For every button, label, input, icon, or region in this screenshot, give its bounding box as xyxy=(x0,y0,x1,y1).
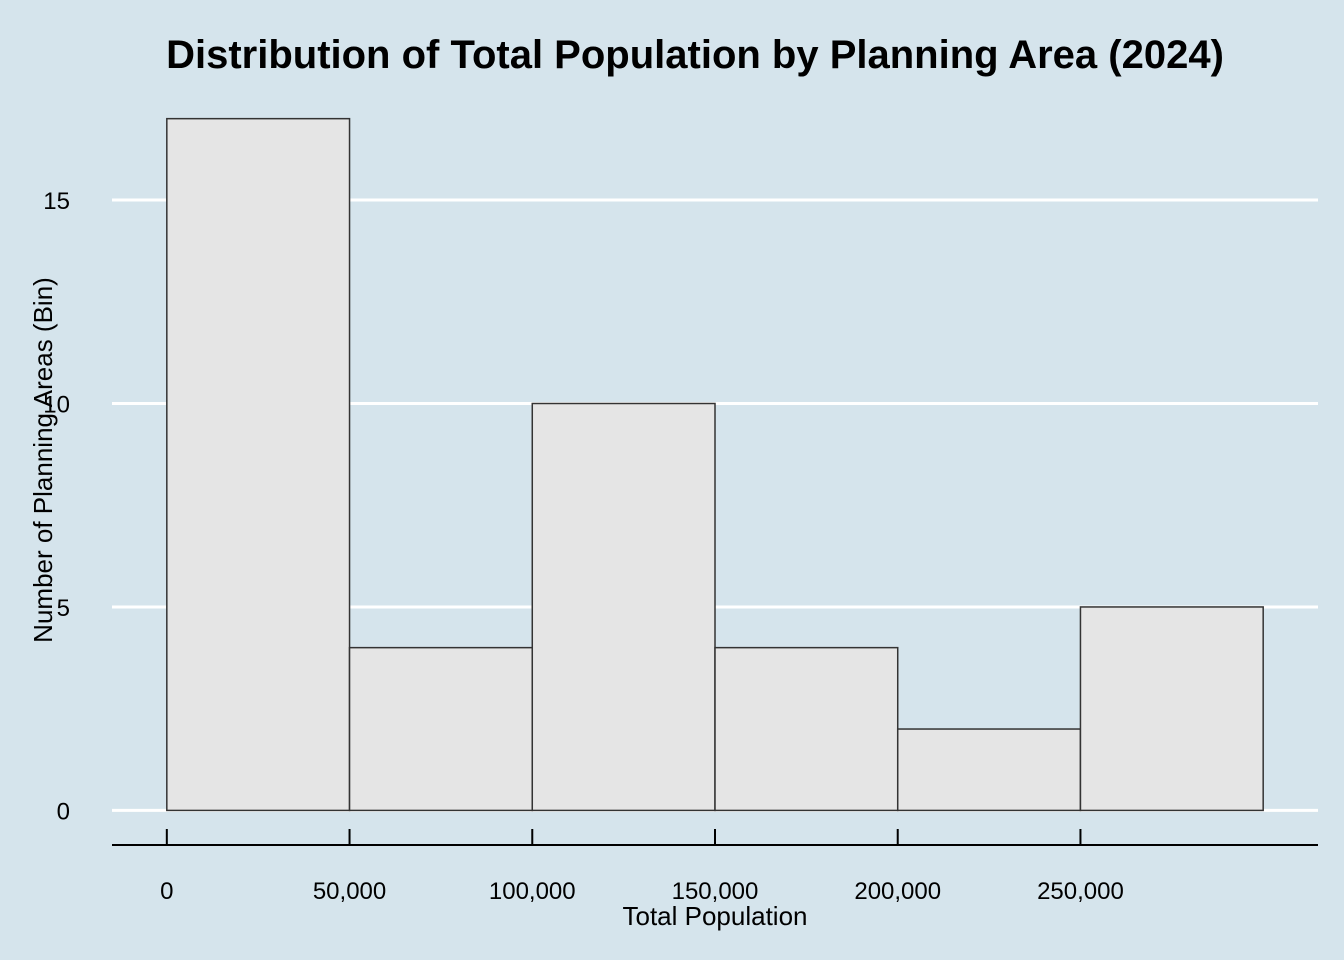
chart-title: Distribution of Total Population by Plan… xyxy=(166,33,1224,77)
x-tick-label: 100,000 xyxy=(489,878,576,905)
histogram-bar xyxy=(531,402,716,812)
x-tick-label: 200,000 xyxy=(854,878,941,905)
histogram-bar xyxy=(896,728,1082,812)
histogram-bar xyxy=(714,646,899,812)
axis-layer: 0 5 10 15 0 50,000 100,000 150,000 200,000 250,00… xyxy=(43,188,1318,905)
histogram-bar xyxy=(166,117,351,812)
x-tick-label: 0 xyxy=(160,878,173,905)
y-tick-label: 5 xyxy=(57,595,70,622)
histogram-bar xyxy=(1079,606,1264,812)
bar-layer xyxy=(166,117,1264,812)
x-tick-label: 250,000 xyxy=(1037,878,1124,905)
x-tick-label: 50,000 xyxy=(313,878,386,905)
y-tick-label: 15 xyxy=(43,188,70,215)
y-tick-label: 0 xyxy=(57,798,70,825)
histogram-bar xyxy=(348,646,534,812)
y-axis-label: Number of Planning Areas (Bin) xyxy=(28,277,58,643)
x-tick-label: 150,000 xyxy=(672,878,759,905)
x-axis-label: Total Population xyxy=(622,901,807,931)
y-tick-label: 10 xyxy=(43,391,70,418)
